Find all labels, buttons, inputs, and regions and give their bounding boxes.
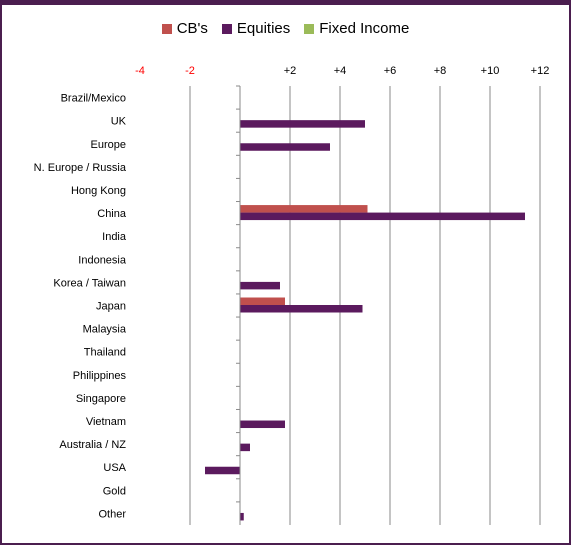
bar-equities <box>240 420 285 429</box>
x-tick-label: -4 <box>135 65 145 77</box>
category-label: Malaysia <box>83 324 127 336</box>
x-tick-label: +8 <box>434 65 447 77</box>
bar-equities <box>240 305 363 313</box>
legend-label-equities: Equities <box>236 20 291 37</box>
category-label: Europe <box>91 139 126 151</box>
category-label: Hong Kong <box>71 185 126 197</box>
category-label: Japan <box>96 301 126 313</box>
x-tick-label: +12 <box>531 65 550 77</box>
category-label: Brazil/Mexico <box>61 93 126 105</box>
category-label: USA <box>103 462 126 474</box>
bar-equities <box>240 120 365 128</box>
chart-legend: CB's Equities Fixed Income <box>0 20 571 37</box>
legend-label-cbs: CB's <box>176 20 208 37</box>
bar-cb-s <box>240 297 285 305</box>
legend-swatch-equities <box>221 23 232 34</box>
category-label: Thailand <box>84 347 126 359</box>
legend-item-cbs: CB's <box>161 20 208 37</box>
bar-equities <box>240 443 250 452</box>
category-label: Gold <box>103 485 126 497</box>
legend-swatch-fixed-income <box>304 23 315 34</box>
bar-equities <box>240 212 525 221</box>
bar-equities <box>240 143 330 151</box>
legend-item-fixed-income: Fixed Income <box>304 20 409 37</box>
x-tick-label: -2 <box>185 65 195 77</box>
legend-swatch-cbs <box>161 23 172 34</box>
legend-item-equities: Equities <box>221 20 291 37</box>
category-label: India <box>102 231 127 243</box>
x-tick-label: +10 <box>481 65 500 77</box>
category-label: Philippines <box>73 370 127 382</box>
bar-equities <box>205 466 240 475</box>
category-label: N. Europe / Russia <box>34 162 127 174</box>
x-tick-label: +6 <box>384 65 397 77</box>
category-label: Vietnam <box>86 416 126 428</box>
category-label: Singapore <box>76 393 126 405</box>
category-label: Other <box>98 508 126 520</box>
category-label: Indonesia <box>78 254 127 266</box>
bar-equities <box>240 281 280 290</box>
category-label: UK <box>111 116 127 128</box>
category-label: Australia / NZ <box>59 439 126 451</box>
x-tick-label: +2 <box>284 65 297 77</box>
bar-cb-s <box>240 205 368 213</box>
legend-label-fixed-income: Fixed Income <box>319 20 410 37</box>
category-label: Korea / Taiwan <box>53 277 126 289</box>
bar-equities <box>240 512 244 521</box>
x-tick-label: +4 <box>334 65 347 77</box>
category-label: China <box>97 208 127 220</box>
